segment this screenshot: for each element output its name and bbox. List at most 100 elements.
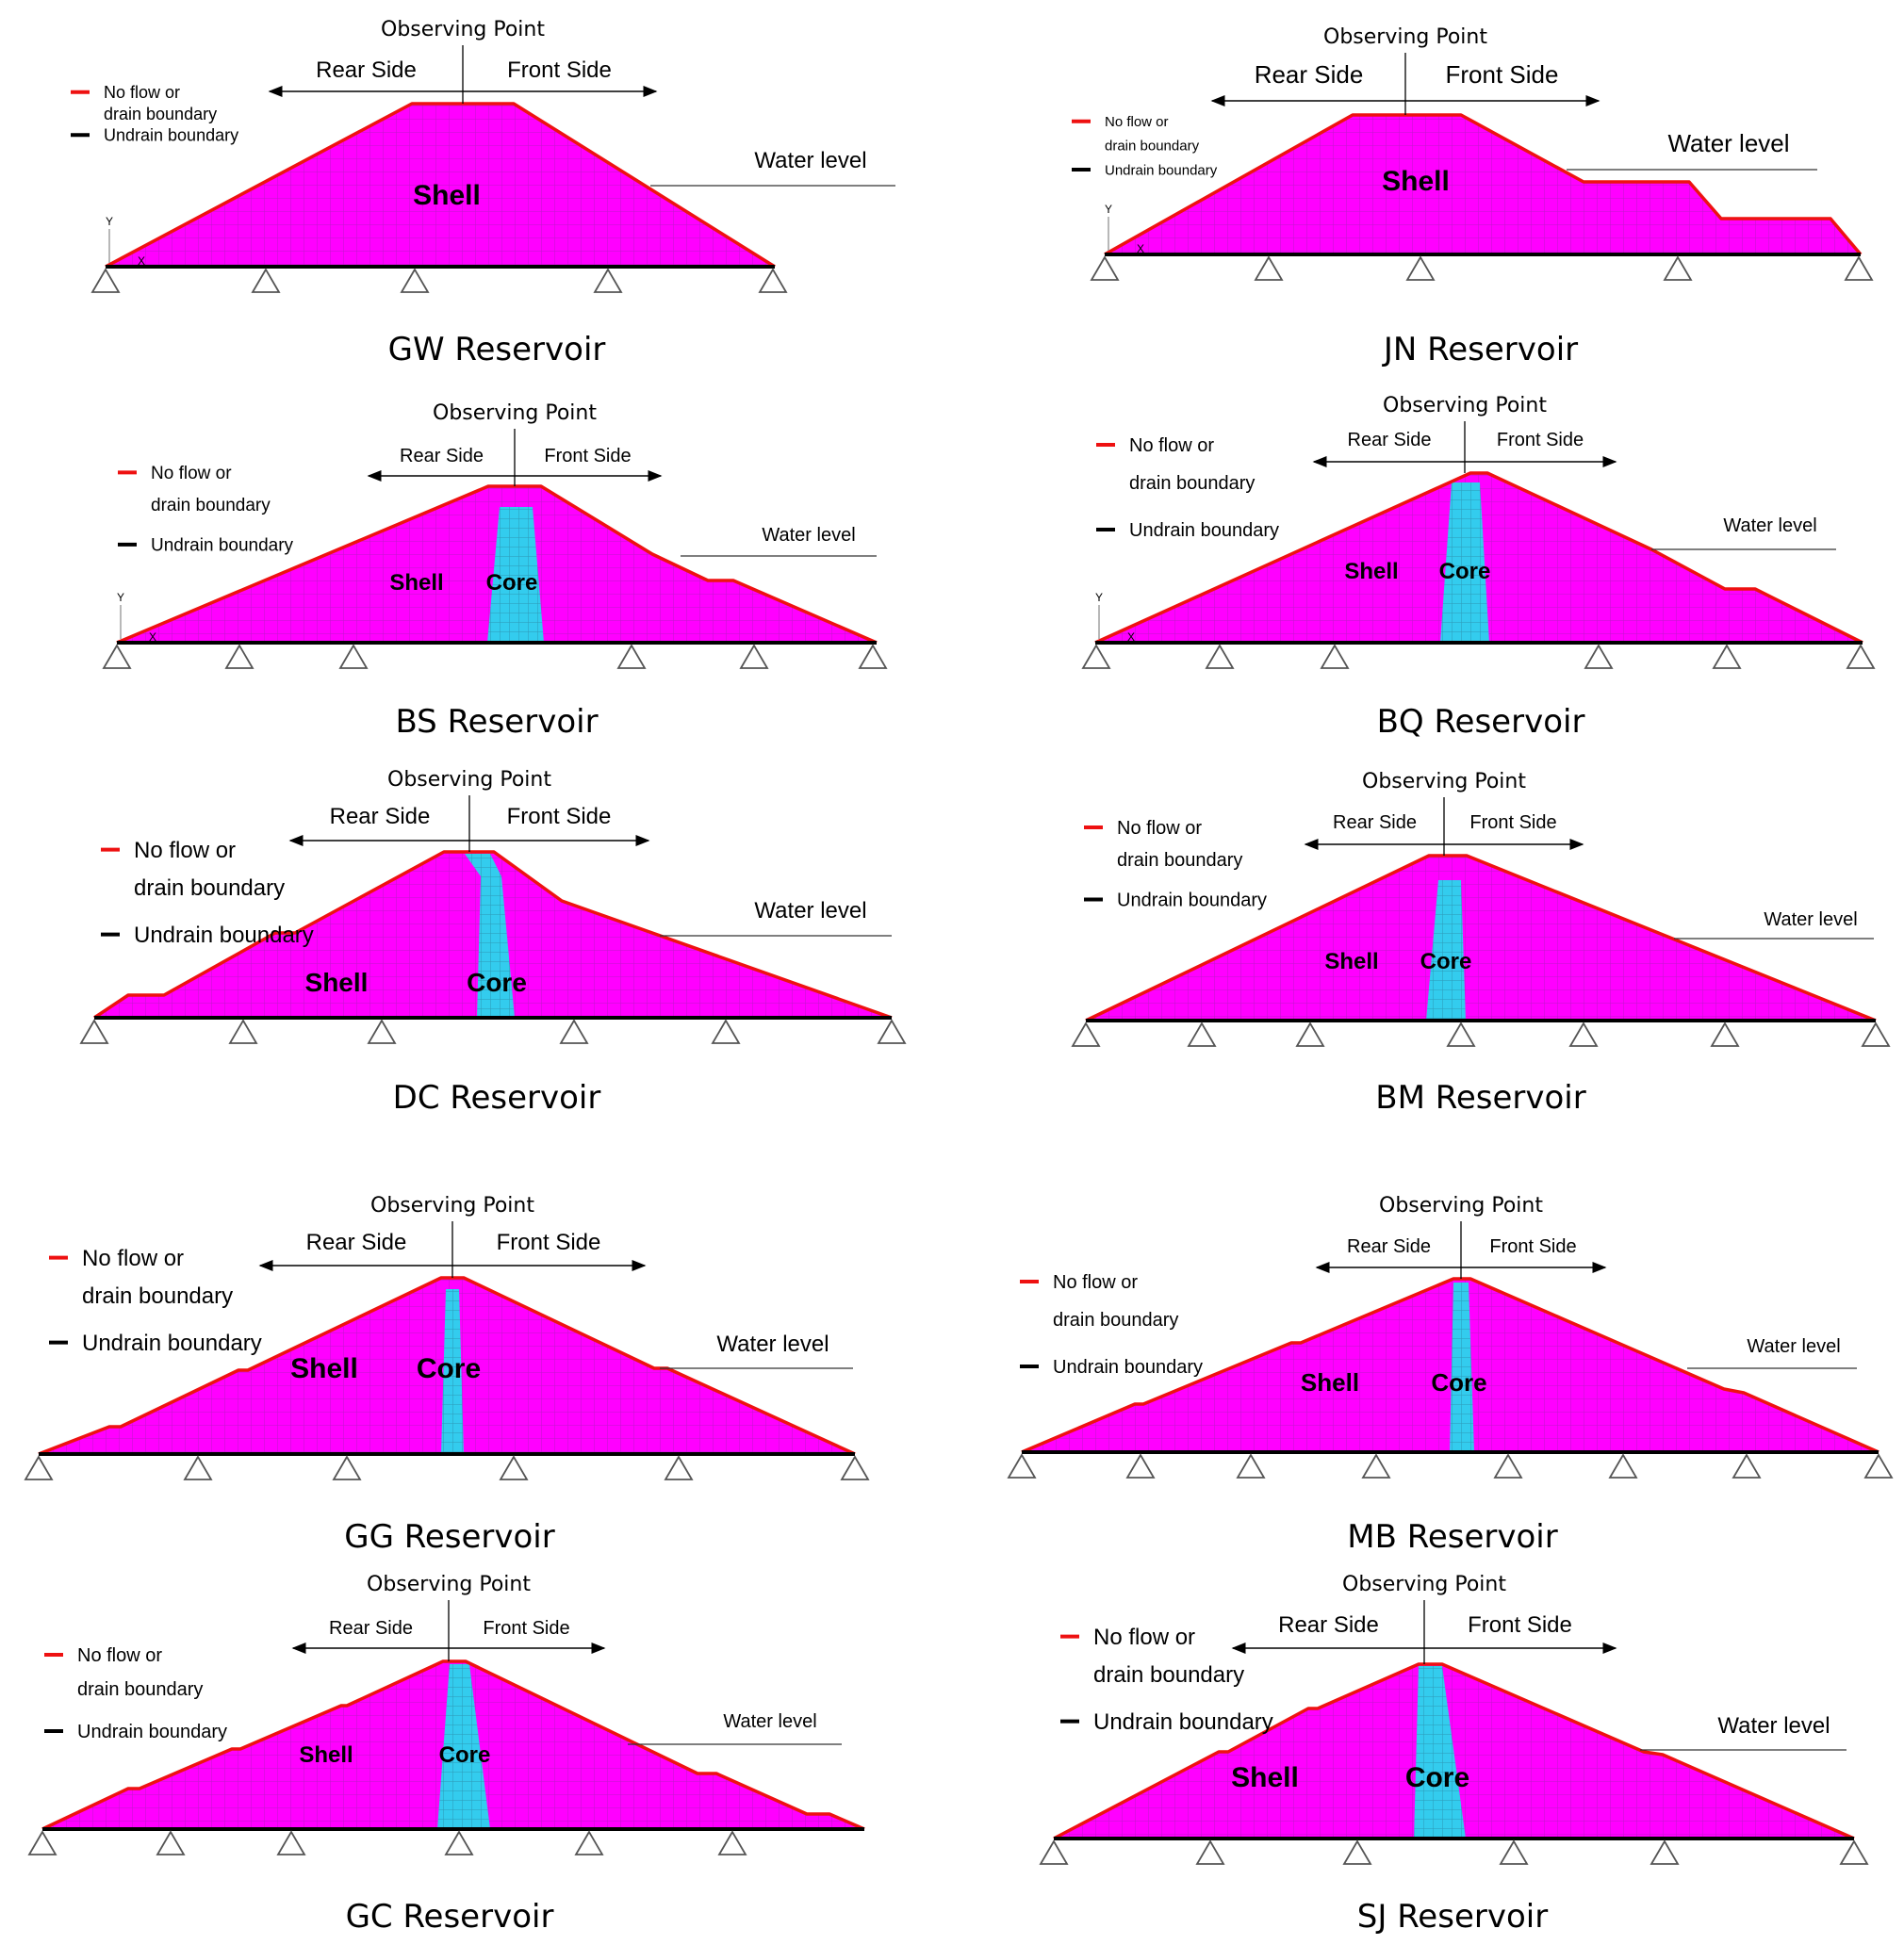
drain-boundary-line <box>41 1659 865 1831</box>
observing-point-label: Observing Point <box>1379 1194 1543 1218</box>
rear-side-label: Rear Side <box>316 57 417 83</box>
observing-point-label: Observing Point <box>1323 25 1487 49</box>
legend-no-flow-label: No flow or <box>77 1645 162 1666</box>
support-triangle <box>338 644 369 669</box>
panel-title: MB Reservoir <box>1347 1518 1557 1556</box>
legend-undrain-label: Undrain boundary <box>1105 162 1218 178</box>
support-triangle <box>183 1455 213 1480</box>
support-triangle <box>1071 1022 1101 1047</box>
legend-undrain-label: Undrain boundary <box>104 126 238 145</box>
observing-point-label: Observing Point <box>370 1194 534 1218</box>
shell-label: Shell <box>1231 1762 1299 1793</box>
panel-sj: Observing Point Rear Side Front Side Water … <box>1039 1573 1869 1936</box>
shell-label: Shell <box>299 1742 353 1768</box>
panel-title: BQ Reservoir <box>1377 703 1585 741</box>
shell-label: Shell <box>389 570 443 596</box>
support-triangle <box>1205 644 1235 669</box>
core-label: Core <box>1439 559 1491 584</box>
panels-layer: Y X Observing Point Rear Side Front Side Wate… <box>24 18 1894 1936</box>
shell-label: Shell <box>1301 1368 1359 1397</box>
core-label: Core <box>417 1353 481 1384</box>
y-axis-label: Y <box>1105 203 1112 216</box>
panel-dc: Observing Point Rear Side Front Side Water … <box>79 768 907 1117</box>
core-label: Core <box>1405 1762 1469 1793</box>
support-triangle <box>228 1019 258 1044</box>
y-axis-label: Y <box>117 591 124 604</box>
support-triangle <box>1007 1453 1037 1479</box>
y-axis-label: Y <box>1095 591 1103 604</box>
core-label: Core <box>467 968 527 997</box>
support-triangle <box>1710 1022 1740 1047</box>
support-triangle <box>1361 1453 1391 1479</box>
water-level-label: Water level <box>716 1332 829 1357</box>
support-triangle <box>224 644 254 669</box>
legend-undrain-label: Undrain boundary <box>1093 1709 1273 1735</box>
support-triangle <box>332 1455 362 1480</box>
water-level-label: Water level <box>754 148 866 173</box>
panel-title: DC Reservoir <box>393 1079 601 1117</box>
support-triangle <box>1405 255 1436 281</box>
support-triangle <box>616 644 647 669</box>
support-triangle <box>90 268 121 293</box>
panel-title: BM Reservoir <box>1375 1079 1585 1117</box>
front-side-label: Front Side <box>544 446 631 466</box>
legend-undrain-label: Undrain boundary <box>1129 520 1279 541</box>
legend-drain-boundary-label: drain boundary <box>1105 139 1200 155</box>
legend-drain-boundary-label: drain boundary <box>104 105 217 123</box>
panel-title: GC Reservoir <box>346 1898 554 1936</box>
panel-title: GG Reservoir <box>344 1518 554 1556</box>
support-triangle <box>574 1830 604 1855</box>
core-body <box>1414 1666 1466 1839</box>
legend-no-flow-label: No flow or <box>1117 818 1202 839</box>
legend-drain-boundary-label: drain boundary <box>1129 473 1255 494</box>
legend-drain-boundary-label: drain boundary <box>82 1283 233 1309</box>
support-triangle <box>1861 1022 1891 1047</box>
support-triangle <box>840 1455 870 1480</box>
support-triangle <box>664 1455 694 1480</box>
shell-body <box>1022 1279 1879 1452</box>
support-triangle <box>1732 1453 1762 1479</box>
water-level-label: Water level <box>1723 515 1816 536</box>
legend-drain-boundary-label: drain boundary <box>134 875 285 901</box>
support-triangle <box>1187 1022 1217 1047</box>
support-triangle <box>367 1019 397 1044</box>
support-triangle <box>102 644 132 669</box>
front-side-label: Front Side <box>1469 812 1556 833</box>
legend-drain-boundary-label: drain boundary <box>1093 1662 1244 1688</box>
panel-bs: Y X Observing Point Rear Side Front Side Wate… <box>102 401 888 741</box>
rear-side-label: Rear Side <box>1348 430 1432 450</box>
rear-side-label: Rear Side <box>1333 812 1417 833</box>
observing-point-label: Observing Point <box>1383 394 1547 417</box>
water-level-label: Water level <box>1717 1713 1830 1739</box>
shell-label: Shell <box>413 180 481 211</box>
panel-bq: Y X Observing Point Rear Side Front Side Wate… <box>1081 394 1876 741</box>
front-side-label: Front Side <box>483 1618 569 1639</box>
support-triangle <box>1236 1453 1266 1479</box>
support-triangle <box>1608 1453 1638 1479</box>
core-body <box>1426 880 1466 1021</box>
support-triangle <box>1839 1839 1869 1865</box>
water-level-label: Water level <box>762 525 855 546</box>
panel-gg: Observing Point Rear Side Front Side Water … <box>24 1194 870 1556</box>
rear-side-label: Rear Side <box>306 1230 407 1255</box>
water-level-label: Water level <box>754 898 866 923</box>
support-triangle <box>758 268 788 293</box>
support-triangle <box>1254 255 1284 281</box>
support-triangle <box>858 644 888 669</box>
legend-no-flow-label: No flow or <box>82 1246 184 1271</box>
front-side-label: Front Side <box>1446 60 1559 89</box>
water-level-label: Water level <box>1747 1336 1840 1357</box>
core-body <box>465 854 515 1018</box>
panel-jn: Y X Observing Point Rear Side Front Side Wate… <box>1072 25 1874 368</box>
front-side-label: Front Side <box>507 57 612 83</box>
x-axis-label: X <box>138 254 145 268</box>
support-triangle <box>1125 1453 1156 1479</box>
support-triangle <box>711 1019 741 1044</box>
legend-undrain-label: Undrain boundary <box>1053 1357 1203 1378</box>
drain-boundary-line <box>1053 1662 1855 1840</box>
legend-drain-boundary-label: drain boundary <box>151 496 271 515</box>
support-triangle <box>559 1019 589 1044</box>
support-triangle <box>1663 255 1693 281</box>
shell-label: Shell <box>1382 166 1450 197</box>
legend-no-flow-label: No flow or <box>134 838 236 863</box>
